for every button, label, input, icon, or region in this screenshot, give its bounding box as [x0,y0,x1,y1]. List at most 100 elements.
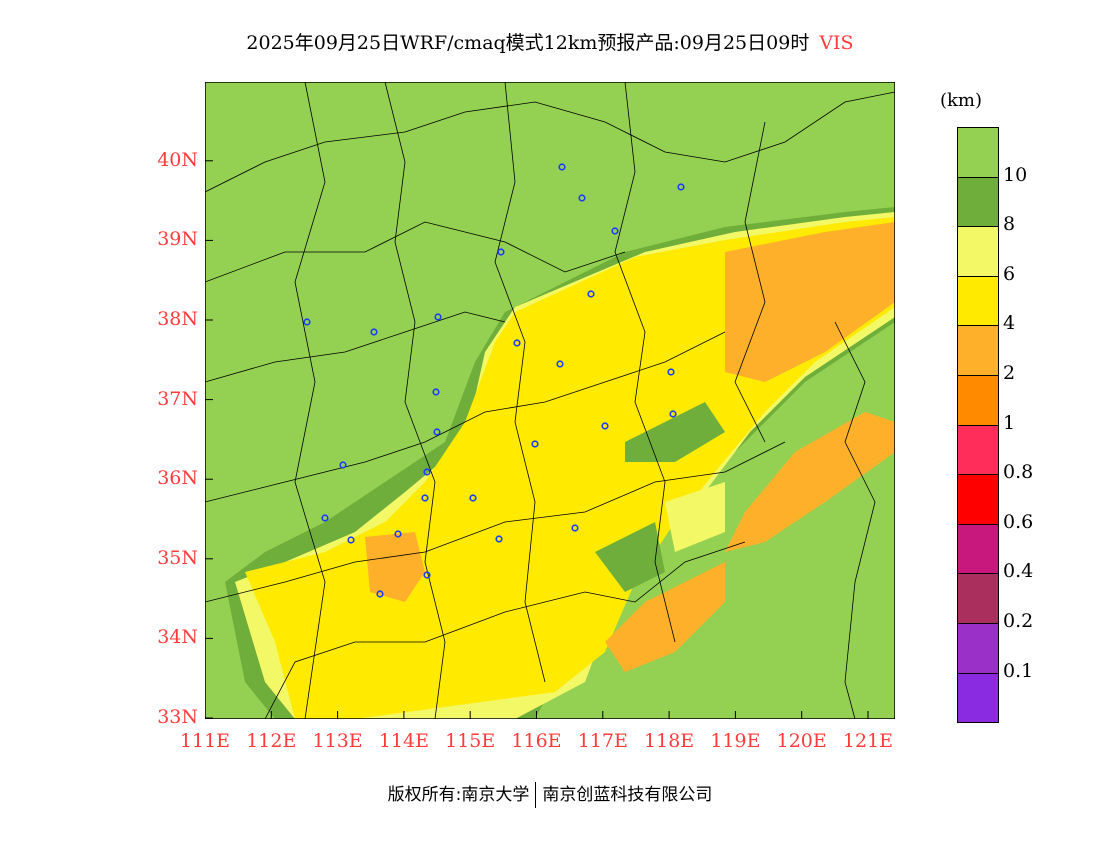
border-line [205,221,626,283]
legend-swatch [958,425,998,476]
legend-label: 10 [1003,163,1028,186]
orange-zone-ne [725,222,895,382]
border-line [834,321,876,719]
border-line [494,82,546,683]
city-marker-icon [497,248,505,256]
legend-label: 2 [1003,362,1016,384]
lon-label: 121E [842,730,894,752]
lon-label: 115E [445,730,496,752]
city-marker-icon [370,328,378,336]
city-marker-icon [421,494,429,502]
legend-label: 8 [1003,213,1016,236]
legend-label: 0.1 [1003,659,1034,682]
city-marker-icon [303,318,311,326]
city-marker-icon [578,194,586,202]
city-marker-icon [321,514,329,522]
border-line [205,331,726,503]
legend-swatch [958,623,998,674]
city-marker-icon [495,535,503,543]
lon-label: 116E [511,730,562,752]
border-line [205,311,506,383]
green-pocket-2 [595,522,665,592]
city-marker-icon [677,183,685,191]
city-marker-icon [347,536,355,544]
lon-label: 111E [179,730,231,752]
city-marker-icon [531,440,539,448]
border-line [384,82,446,719]
lat-label: 40N [157,148,198,171]
lat-label: 35N [157,546,198,569]
legend-label: 0.4 [1003,560,1034,583]
city-marker-icon [587,290,595,298]
city-marker-icon [611,227,619,235]
lon-label: 119E [710,730,761,752]
legend-swatch [958,227,998,277]
city-markers [303,163,685,598]
lon-label: 120E [776,730,827,752]
light-yellow-pocket [665,482,725,552]
legend-unit: (km) [940,90,983,111]
green-pocket [625,402,725,462]
orange-zone-s [605,562,725,672]
footer-divider [535,782,537,808]
legend-label: 6 [1003,262,1016,285]
lon-label: 118E [644,730,695,752]
city-marker-icon [669,410,677,418]
legend-swatch [958,276,998,327]
lon-label: 113E [312,730,363,752]
lon-label: 117E [577,730,628,752]
border-line [734,121,766,443]
city-marker-icon [433,428,441,436]
border-line [264,541,746,719]
legend-label: 0.2 [1003,610,1034,632]
border-line [205,441,786,603]
orange-zone-sw [365,532,425,602]
lat-label: 34N [157,626,198,649]
copyright-left: 版权所有:南京大学 [387,785,530,805]
title-text: 2025年09月25日WRF/cmaq模式12km预报产品:09月25日09时 [246,32,810,54]
visibility-map [205,82,895,719]
legend-swatch [958,177,998,228]
border-line [614,82,676,643]
copyright-footer: 版权所有:南京大学 南京创蓝科技有限公司 [0,780,1100,808]
lat-label: 36N [157,467,198,490]
lat-label: 38N [157,308,198,330]
city-marker-icon [513,339,521,347]
lat-label: 37N [157,387,198,410]
border-line [294,82,326,719]
lat-label: 39N [157,228,198,251]
city-marker-icon [423,571,431,579]
city-marker-icon [376,590,384,598]
city-marker-icon [432,388,440,396]
legend-swatch [958,524,998,575]
orange-zone-coast [725,412,895,552]
city-marker-icon [339,461,347,469]
city-marker-icon [394,530,402,538]
admin-borders [205,82,895,719]
city-marker-icon [571,524,579,532]
legend-label: 0.8 [1003,461,1034,484]
axis-ticks [205,160,869,719]
legend-swatch [958,128,998,178]
legend-swatch [958,673,998,723]
visibility-fields [225,207,895,719]
legend-swatch [958,574,998,624]
city-marker-icon [667,368,675,376]
lat-label: 33N [157,706,198,728]
legend-swatch [958,375,998,426]
city-marker-icon [558,163,566,171]
city-marker-icon [423,468,431,476]
legend-label: 1 [1003,411,1016,434]
color-legend [957,127,999,724]
city-marker-icon [469,494,477,502]
border-line [205,91,895,193]
legend-label: 0.6 [1003,510,1034,533]
legend-swatch [958,326,998,376]
lon-label: 114E [378,730,429,752]
legend-swatch [958,475,998,525]
variable-label: VIS [819,32,854,54]
city-marker-icon [434,313,442,321]
lon-label: 112E [246,730,297,752]
city-marker-icon [601,422,609,430]
